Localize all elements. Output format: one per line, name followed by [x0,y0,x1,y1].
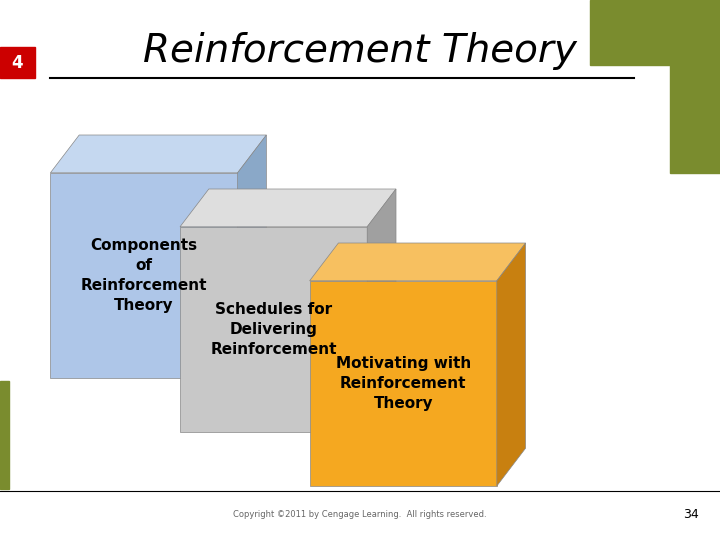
Text: 34: 34 [683,508,698,521]
Bar [0,381,9,489]
Polygon shape [180,189,396,227]
Bar [0,47,35,78]
Bar [50,173,238,378]
Polygon shape [310,243,526,281]
Bar [180,227,367,432]
Text: Motivating with
Reinforcement
Theory: Motivating with Reinforcement Theory [336,356,471,411]
Polygon shape [50,135,266,173]
Bar [670,54,720,173]
Text: Schedules for
Delivering
Reinforcement: Schedules for Delivering Reinforcement [210,302,337,357]
Text: Copyright ©2011 by Cengage Learning.  All rights reserved.: Copyright ©2011 by Cengage Learning. All… [233,510,487,518]
Text: Reinforcement Theory: Reinforcement Theory [143,32,577,70]
Polygon shape [367,189,396,432]
Text: Components
of
Reinforcement
Theory: Components of Reinforcement Theory [81,238,207,313]
Bar [590,0,720,65]
Polygon shape [497,243,526,486]
Text: 4: 4 [12,53,23,72]
Bar [310,281,497,486]
Polygon shape [238,135,266,378]
